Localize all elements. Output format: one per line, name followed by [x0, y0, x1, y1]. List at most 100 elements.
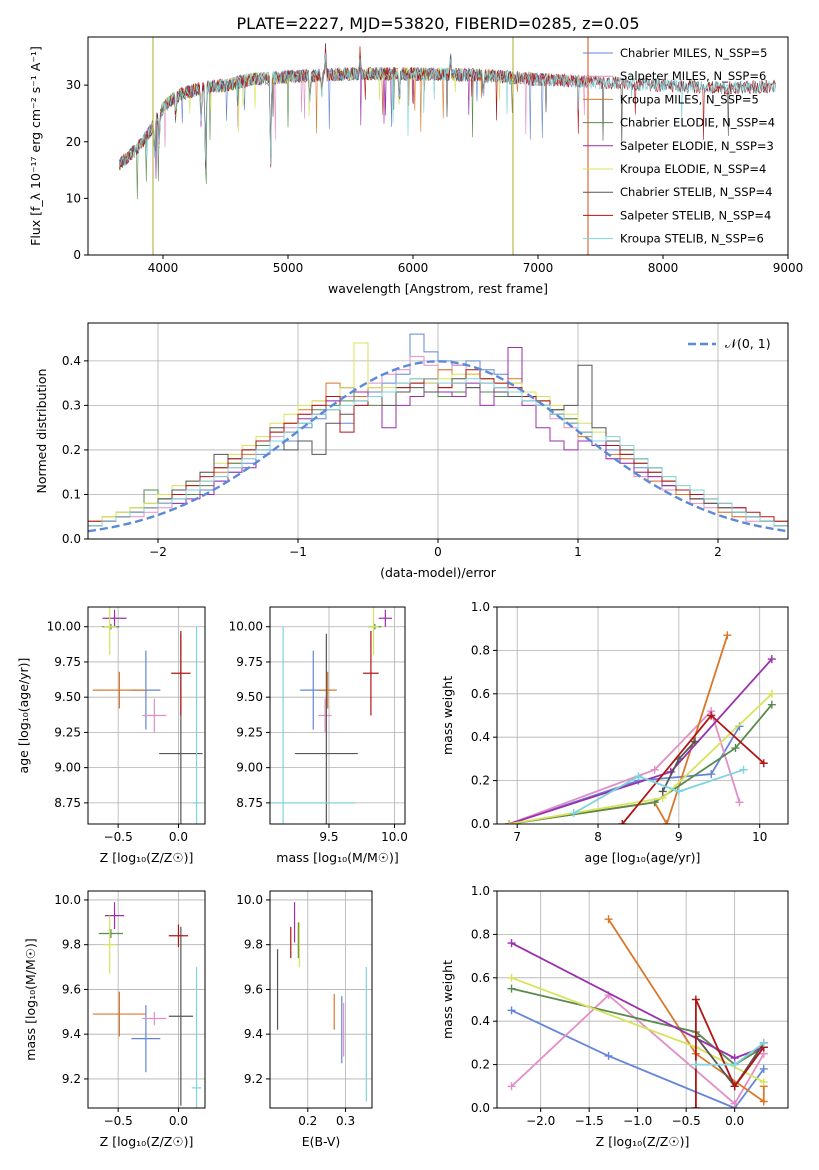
- y-tick-label: 0.2: [471, 774, 490, 788]
- weight-series-line: [508, 709, 741, 824]
- x-tick-label: 10.0: [381, 830, 408, 844]
- y-tick-label: 0.6: [471, 687, 490, 701]
- plot-area: [88, 333, 788, 533]
- x-axis-label: Z [log₁₀(Z/Z☉)]: [596, 1134, 690, 1149]
- y-axis-label: mass weight: [440, 960, 455, 1039]
- error-bar-point: [98, 929, 123, 938]
- error-bar-point: [294, 633, 358, 824]
- weight-point-marker: [674, 787, 683, 796]
- x-tick-label: 0.0: [169, 1114, 188, 1128]
- error-bar-point: [142, 1011, 167, 1026]
- y-tick-label: 9.8: [62, 938, 81, 952]
- weight-point-marker: [691, 1060, 700, 1069]
- x-tick-label: 0.0: [725, 1114, 744, 1128]
- weight-point-marker: [507, 1082, 516, 1091]
- weight-point-marker: [707, 770, 716, 779]
- weight-point-marker: [505, 820, 514, 824]
- y-tick-label: 0.0: [471, 817, 490, 831]
- y-tick-label: 0.2: [471, 1058, 490, 1072]
- legend: 𝒩(0, 1): [688, 336, 771, 351]
- y-axis-label: Flux [f_λ 10⁻¹⁷ erg cm⁻² s⁻¹ A⁻¹]: [28, 46, 43, 246]
- y-tick-label: 0: [73, 248, 81, 262]
- x-axis-label: Z [log₁₀(Z/Z☉)]: [100, 850, 194, 865]
- error-bar-point: [168, 926, 193, 1106]
- weight-point-marker: [507, 984, 516, 993]
- plot-area: [276, 902, 367, 1102]
- axes-frame: [496, 890, 789, 1109]
- histogram-series: [88, 369, 788, 522]
- spectrum-series-line: [119, 43, 776, 171]
- y-tick-label: 10.00: [229, 620, 263, 634]
- y-tick-label: 9.8: [244, 938, 263, 952]
- error-bar-point: [103, 915, 116, 974]
- y-tick-label: 0.2: [62, 443, 81, 457]
- y-axis-label: mass weight: [440, 676, 455, 755]
- legend-label: Kroupa ELODIE, N_SSP=4: [620, 162, 766, 176]
- x-axis-label: age [log₁₀(age/yr)]: [585, 850, 701, 865]
- error-bar-point: [168, 924, 189, 947]
- y-tick-label: 9.50: [236, 690, 263, 704]
- x-tick-label: 2: [714, 545, 722, 559]
- y-axis-label: Normed distribution: [34, 369, 49, 494]
- spectrum-series-line: [119, 52, 776, 167]
- error-bar-point: [318, 698, 332, 733]
- axes-frame: [496, 606, 789, 825]
- y-tick-label: 30: [66, 78, 81, 92]
- weight-point-marker: [730, 1060, 739, 1069]
- x-tick-label: 5000: [273, 261, 304, 275]
- weight-point-marker: [739, 765, 748, 774]
- y-tick-label: 0.8: [471, 643, 490, 657]
- x-tick-label: 0.3: [336, 1114, 355, 1128]
- legend-label: Salpeter ELODIE, N_SSP=3: [620, 139, 774, 153]
- error-bar-point: [102, 609, 127, 627]
- y-tick-label: 0.0: [471, 1101, 490, 1115]
- weight-vs-z-panel: −2.0 −1.5 −1.0 −0.5 0.0 0.0 0.2 0.4 0.6 0.8 1.0 Z […: [440, 884, 789, 1149]
- weight-point-marker: [707, 711, 716, 720]
- plot-area: [270, 607, 392, 824]
- y-tick-label: 9.25: [236, 725, 263, 739]
- x-tick-label: −0.5: [104, 1114, 133, 1128]
- x-tick-label: 0: [434, 545, 442, 559]
- y-tick-label: 10.0: [54, 893, 81, 907]
- x-tick-label: 0.2: [298, 1114, 317, 1128]
- y-tick-label: 1.0: [471, 884, 490, 898]
- weight-point-marker: [767, 689, 776, 698]
- weight-point-marker: [730, 1082, 739, 1091]
- axes-frame: [269, 890, 373, 1109]
- y-tick-label: 1.0: [471, 600, 490, 614]
- weight-point-marker: [767, 700, 776, 709]
- x-tick-label: 8: [594, 830, 602, 844]
- y-tick-label: 9.00: [236, 761, 263, 775]
- error-bar-point: [103, 607, 116, 655]
- weight-point-marker: [759, 1097, 768, 1106]
- legend-label: 𝒩(0, 1): [725, 336, 771, 351]
- weight-point-marker: [759, 1064, 768, 1073]
- residuals-panel: −2 −1 0 1 2 0.0 0.1 0.2 0.3 0.4 (data-model)/error…: [34, 322, 789, 580]
- x-tick-label: −1: [289, 545, 307, 559]
- weight-point-marker: [650, 765, 659, 774]
- x-tick-label: −1.5: [575, 1114, 604, 1128]
- axes-frame: [87, 890, 206, 1109]
- x-tick-label: 7000: [523, 261, 554, 275]
- y-tick-label: 10: [66, 191, 81, 205]
- y-axis-label: mass [log₁₀(M/M☉)]: [23, 938, 38, 1060]
- weight-point-marker: [731, 744, 740, 753]
- error-bar-point: [131, 1005, 161, 1073]
- weight-series-line: [508, 658, 773, 824]
- mass-vs-z-panel: −0.5 0.0 9.2 9.4 9.6 9.8 10.0 Z [log₁₀(Z/Z☉)] ma…: [23, 890, 206, 1149]
- x-tick-label: −1.0: [623, 1114, 652, 1128]
- weight-point-marker: [691, 737, 700, 746]
- x-tick-label: 9000: [773, 261, 804, 275]
- y-tick-label: 0.0: [62, 532, 81, 546]
- weight-point-marker: [618, 820, 627, 824]
- weight-point-marker: [767, 655, 776, 664]
- weight-point-marker: [569, 809, 578, 818]
- legend-label: Chabrier ELODIE, N_SSP=4: [620, 116, 775, 130]
- weight-series-line: [573, 768, 744, 814]
- grid-lines: [88, 891, 205, 1108]
- x-axis-label: (data-model)/error: [380, 565, 497, 580]
- y-tick-label: 8.75: [54, 796, 81, 810]
- legend-label: Chabrier STELIB, N_SSP=4: [620, 185, 772, 199]
- plot-area: [92, 902, 202, 1108]
